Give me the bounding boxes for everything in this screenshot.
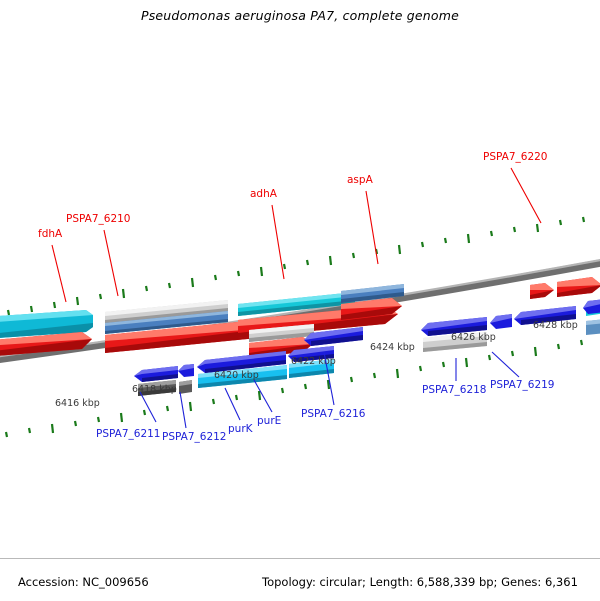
gene-feature-PSPA7_6216[interactable] [304,327,363,346]
gene-feature[interactable] [0,332,92,358]
topology-text: Topology: circular; Length: 6,588,339 bp… [262,575,578,589]
gene-feature[interactable] [586,319,600,335]
gene-feature-purK-gene[interactable] [198,365,287,388]
forward-strand-features[interactable] [0,277,600,358]
gene-label-PSPA7_6210[interactable]: PSPA7_6210 [66,213,131,225]
leader-line-PSPA7_6212 [179,391,187,429]
leader-line-adhA [271,204,285,280]
gene-feature-fdhA[interactable] [105,320,270,353]
gene-label-PSPA7_6212[interactable]: PSPA7_6212 [162,431,227,443]
gene-label-fdhA[interactable]: fdhA [38,228,63,240]
gene-feature-PSPA7_6219b[interactable] [490,314,512,329]
leader-line-PSPA7_6216 [323,351,335,406]
gene-label-PSPA7_6218[interactable]: PSPA7_6218 [422,384,487,396]
gene-label-purK[interactable]: purK [228,423,254,435]
leader-line-purE [253,379,273,413]
ruler-label: 6422 kbp [291,356,336,367]
ruler-label: 6420 kbp [214,370,259,381]
gene-feature-purK[interactable] [288,346,334,362]
leader-line-PSPA7_6210 [103,229,119,297]
ruler-labels: 6416 kbp 6418 kbp 6420 kbp 6422 kbp 6424… [55,320,578,409]
gene-feature-purE-gene[interactable] [289,359,334,378]
gene-feature-PSPA7_6211g[interactable] [138,380,176,396]
gene-feature-adhA-gene[interactable] [249,324,314,342]
gene-label-aspA[interactable]: aspA [347,174,374,186]
gene-feature-aspA[interactable] [341,298,402,320]
ruler-label: 6416 kbp [55,398,100,409]
ruler-label: 6428 kbp [533,320,578,331]
gene-feature[interactable] [583,299,600,314]
gene-feature-PSPA7_6212-head[interactable] [178,364,194,377]
gene-label-PSPA7_6219[interactable]: PSPA7_6219 [490,379,555,391]
gene-feature-PSPA7_6212[interactable] [197,351,286,373]
gene-feature-aspA-cds[interactable] [341,284,404,303]
leader-line-fdhA [51,244,67,303]
reverse-strand-labels[interactable]: PSPA7_6211 PSPA7_6212 purK purE PSPA7_62… [96,351,555,443]
leader-line-PSPA7_6220 [510,167,542,224]
ruler-label: 6418 kbp [132,384,177,395]
gene-feature-PSPA7_6219[interactable] [514,306,576,325]
gene-feature-PSPA7_6218[interactable] [421,317,487,336]
gene-feature-PSPA7_6218g[interactable] [423,332,487,352]
page-title: Pseudomonas aeruginosa PA7, complete gen… [140,8,460,23]
gene-label-PSPA7_6220[interactable]: PSPA7_6220 [483,151,548,163]
leader-line-aspA [365,190,379,265]
genome-map-svg[interactable]: fdhA PSPA7_6210 adhA aspA PSPA7_6220 641… [0,40,600,550]
ruler-label: 6426 kbp [451,332,496,343]
gene-label-adhA[interactable]: adhA [250,188,278,200]
gene-label-purE[interactable]: purE [257,415,281,427]
forward-strand-labels[interactable]: fdhA PSPA7_6210 adhA aspA PSPA7_6220 [38,151,548,303]
forward-strand-ticks [6,216,586,316]
gene-feature-PSPA7_6210b[interactable] [238,292,355,316]
reverse-strand-ticks [4,339,584,438]
accession-text: Accession: NC_009656 [18,575,149,589]
status-bar: Accession: NC_009656 Topology: circular;… [0,558,600,601]
leader-line-PSPA7_6211 [139,391,157,423]
genome-track-viewport[interactable]: fdhA PSPA7_6210 adhA aspA PSPA7_6220 641… [0,40,600,550]
gene-feature-PSPA7_6220[interactable] [557,277,600,297]
leader-line-purK [224,387,241,421]
gene-feature[interactable] [0,310,93,340]
gene-feature-PSPA7_6211[interactable] [134,366,178,382]
gene-feature-fdhA-cds[interactable] [105,311,228,334]
gene-label-PSPA7_6216[interactable]: PSPA7_6216 [301,408,366,420]
gene-feature-PSPA7_6220a[interactable] [530,283,554,299]
leader-line-PSPA7_6219 [491,351,520,378]
ruler-label: 6424 kbp [370,342,415,353]
gene-feature-PSPA7_6212g[interactable] [179,380,192,394]
reverse-strand-features[interactable] [134,299,600,396]
gene-label-PSPA7_6211[interactable]: PSPA7_6211 [96,428,161,440]
